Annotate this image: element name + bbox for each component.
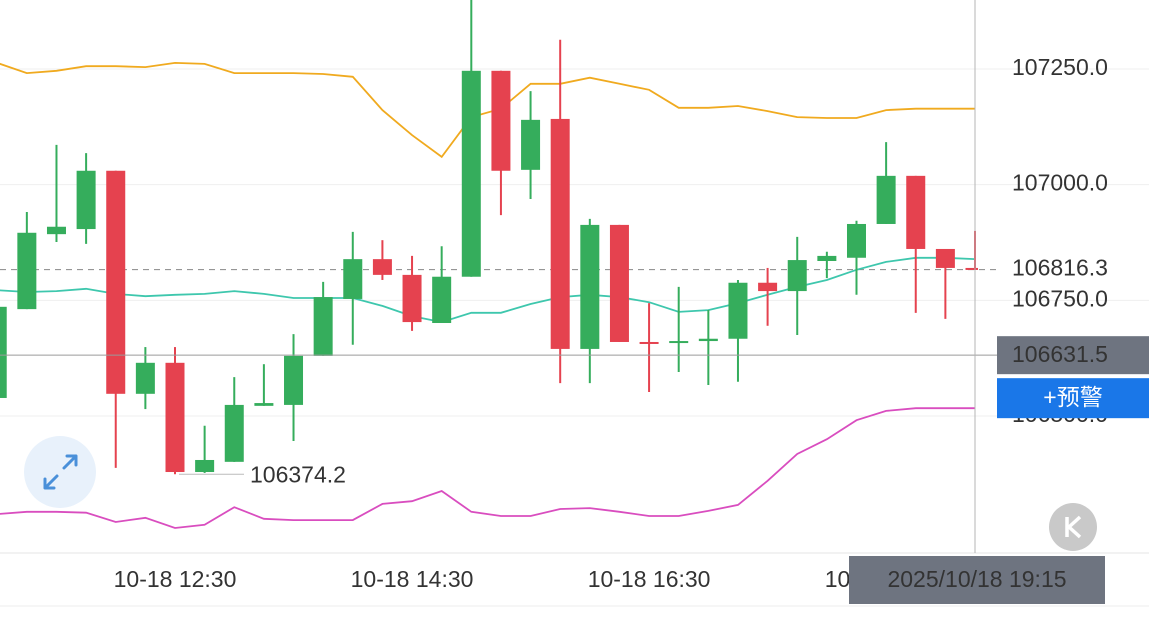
crosshair-price-label: 106631.5: [1012, 341, 1108, 367]
candle-body: [669, 341, 689, 344]
candle-body: [787, 260, 807, 292]
candle-body: [935, 248, 955, 268]
candle-body: [46, 226, 66, 235]
alert-button-label[interactable]: +预警: [1043, 384, 1102, 410]
candle-body: [491, 70, 511, 171]
candle-body: [17, 232, 37, 310]
candle-body: [254, 403, 274, 406]
candle-body: [758, 282, 778, 292]
candle-body: [965, 267, 978, 270]
candle-body: [906, 175, 926, 249]
y-tick-label: 107000.0: [1012, 170, 1108, 196]
expand-button[interactable]: [24, 436, 96, 508]
candle-body: [846, 223, 866, 258]
candle-body: [432, 276, 452, 324]
candle-body: [106, 170, 126, 394]
candle-body: [372, 259, 392, 275]
crosshair-time-label: 2025/10/18 19:15: [887, 566, 1066, 592]
grid: [0, 68, 1149, 417]
candle-body: [284, 355, 304, 405]
candle-body: [76, 170, 96, 230]
band-line: [0, 61, 975, 159]
candle-body: [550, 118, 570, 349]
last-price-label: 106816.3: [1012, 255, 1108, 281]
candle-body: [817, 255, 837, 261]
x-tick-label: 10-18 14:30: [351, 566, 474, 592]
candle-body: [135, 362, 155, 394]
plot-area: 106374.2: [0, 0, 978, 529]
candle-body: [195, 459, 215, 473]
candle-body: [609, 224, 629, 342]
band-line: [0, 407, 975, 529]
alert-button[interactable]: [997, 378, 1149, 419]
candle-body: [698, 338, 718, 342]
candle-body: [224, 404, 244, 462]
candle-body: [580, 224, 600, 349]
overlay: 106631.5 +预警 2025/10/18 19:15: [0, 0, 1149, 604]
expand-icon: [43, 454, 78, 490]
candle-body: [639, 341, 659, 344]
back-icon: [1065, 515, 1082, 539]
y-tick-label: 106750.0: [1012, 285, 1108, 311]
candle-body: [0, 306, 7, 398]
x-tick-label: 10-18 16:30: [588, 566, 711, 592]
candle-body: [402, 274, 422, 323]
candle-body: [313, 297, 333, 356]
candle-body: [461, 70, 481, 277]
candle-body: [876, 175, 896, 224]
crosshair-price-box: [997, 336, 1149, 375]
low-annotation-label: 106374.2: [250, 461, 346, 487]
back-button[interactable]: [1049, 503, 1097, 551]
band-line: [0, 256, 976, 324]
y-tick-label: 107250.0: [1012, 54, 1108, 80]
candle-body: [165, 362, 185, 473]
candle-body: [343, 259, 363, 299]
candle-body: [728, 282, 748, 339]
candle-body: [521, 119, 541, 170]
x-tick-label: 10-18 12:30: [114, 566, 237, 592]
crosshair-time-box: [849, 556, 1105, 604]
